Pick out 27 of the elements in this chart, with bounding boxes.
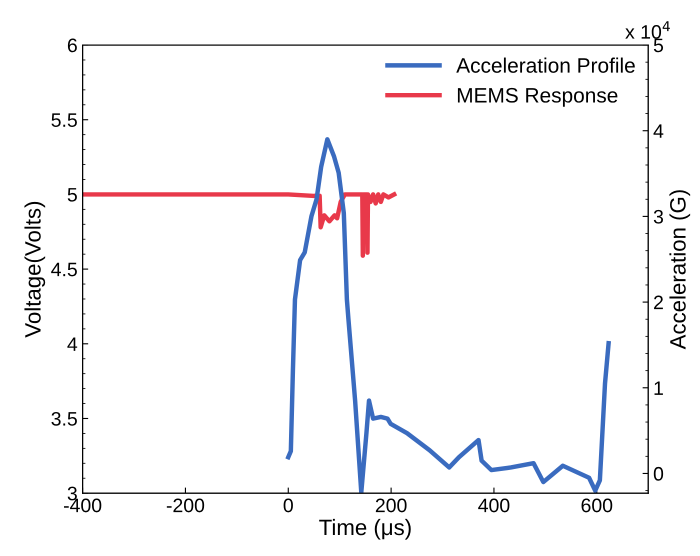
line-series <box>286 137 611 494</box>
line-series <box>82 192 396 258</box>
y-tick-label: 4.5 <box>51 262 77 276</box>
x-tick-label: 200 <box>376 498 407 512</box>
y-tick-label: 6 <box>68 38 77 52</box>
y2-tick-label: 1 <box>654 381 663 395</box>
x-tick-label: -400 <box>64 498 102 512</box>
y2-axis-title: Acceleration (G) <box>669 190 690 350</box>
legend-label: MEMS Response <box>458 88 618 107</box>
y-tick-label: 3 <box>68 486 77 500</box>
y-tick-label: 5.5 <box>51 113 77 127</box>
y-axis-title: Voltage(Volts) <box>24 202 46 338</box>
y-tick-label: 4 <box>67 337 78 351</box>
x-axis-title: Time (μs) <box>319 518 411 540</box>
x-tick-label: -200 <box>166 498 204 512</box>
y2-tick-label: 4 <box>654 124 664 138</box>
x-tick-label: 600 <box>582 498 612 512</box>
y2-tick-label: 3 <box>654 210 664 224</box>
y2-tick-label: 2 <box>654 296 663 310</box>
y2-tick-label: 0 <box>654 466 664 481</box>
text: x 10$^{4}$ <box>625 21 670 39</box>
y-tick-label: 5 <box>68 188 77 202</box>
x-tick-label: 400 <box>478 498 510 512</box>
y2-tick-label: 5 <box>654 38 664 52</box>
legend-label: Acceleration Profile <box>456 58 635 73</box>
x-tick-label: 0 <box>284 498 293 512</box>
y-tick-label: 3.5 <box>51 412 77 426</box>
